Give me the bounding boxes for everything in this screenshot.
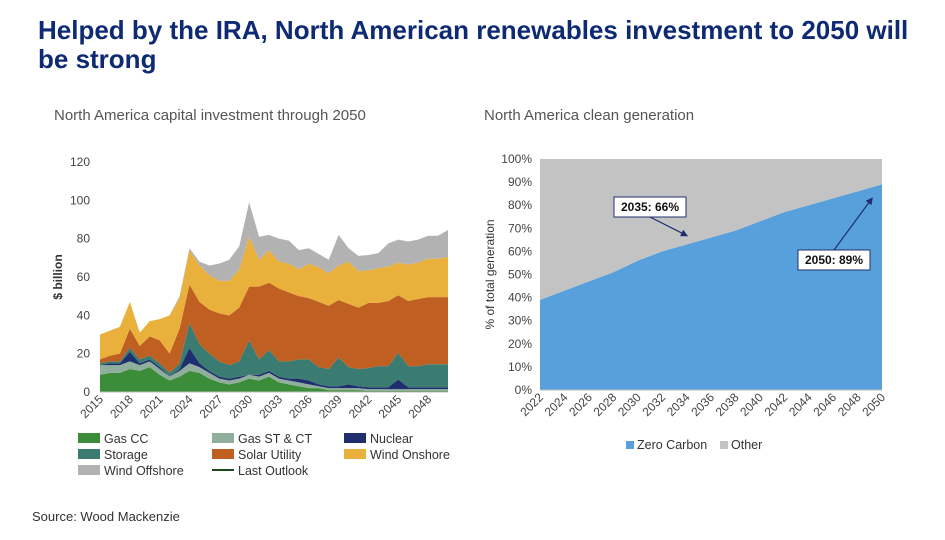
left-y-tick-label: 120: [70, 155, 90, 169]
left-y-tick-label: 80: [77, 232, 91, 246]
area-storage: [100, 323, 448, 388]
legend-label-gas-cc: Gas CC: [104, 432, 148, 446]
left-y-tick-label: 20: [77, 347, 91, 361]
legend-swatch-gas-cc: [78, 433, 100, 443]
area-gas-st-ct: [100, 361, 448, 392]
right-x-tick-label: 2036: [688, 390, 717, 419]
left-x-tick-label: 2039: [316, 392, 345, 421]
right-y-tick-label: 70%: [508, 221, 532, 235]
right-x-tick-label: 2030: [615, 390, 644, 419]
right-y-tick-label: 0%: [515, 383, 533, 397]
right-x-tick-label: 2046: [810, 390, 839, 419]
area-other: [540, 159, 882, 300]
left-x-tick-label: 2030: [226, 392, 255, 421]
right-x-tick-label: 2024: [542, 390, 571, 419]
right-x-tick-label: 2040: [737, 390, 766, 419]
right-y-tick-label: 50%: [508, 268, 532, 282]
right-x-tick-label: 2044: [786, 390, 815, 419]
area-gas-cc: [100, 367, 448, 392]
legend-swatch-wind-offshore: [78, 465, 100, 475]
right-y-tick-label: 20%: [508, 337, 532, 351]
callout-label-2050: 2050: 89%: [805, 253, 863, 267]
left-x-tick-label: 2045: [376, 392, 405, 421]
right-chart-title: North America clean generation: [484, 107, 695, 124]
right-x-tick-label: 2050: [859, 390, 888, 419]
callout-arrow-2050: [833, 197, 873, 251]
legend-label-wind-offshore: Wind Offshore: [104, 464, 184, 478]
legend-label-nuclear: Nuclear: [370, 432, 413, 446]
legend-label-storage: Storage: [104, 448, 148, 462]
left-y-axis-label: $ billion: [51, 254, 65, 299]
left-y-tick-label: 100: [70, 193, 90, 207]
legend-swatch-gas-st-ct: [212, 433, 234, 443]
right-x-tick-label: 2032: [639, 390, 668, 419]
legend-label-last-outlook: Last Outlook: [238, 464, 309, 478]
left-y-tick-label: 40: [77, 308, 91, 322]
legend-swatch-solar-utility: [212, 449, 234, 459]
legend-label-zero-carbon: Zero Carbon: [637, 438, 707, 452]
right-x-tick-label: 2026: [566, 390, 595, 419]
legend-swatch-zero-carbon: [626, 441, 634, 449]
left-x-tick-label: 2021: [137, 392, 166, 421]
left-x-tick-label: 2042: [346, 392, 375, 421]
area-solar-utility: [100, 282, 448, 373]
headline: Helped by the IRA, North American renewa…: [38, 15, 909, 74]
left-y-tick-label: 0: [83, 385, 90, 399]
legend-label-other: Other: [731, 438, 762, 452]
left-x-tick-label: 2015: [77, 392, 106, 421]
right-x-tick-label: 2028: [591, 390, 620, 419]
legend-label-gas-st-ct: Gas ST & CT: [238, 432, 312, 446]
callout-arrow-2035: [649, 216, 689, 237]
right-x-tick-label: 2048: [835, 390, 864, 419]
right-y-tick-label: 10%: [508, 360, 532, 374]
left-x-tick-label: 2018: [107, 392, 136, 421]
right-y-tick-label: 40%: [508, 291, 532, 305]
left-x-tick-label: 2048: [405, 392, 434, 421]
left-x-tick-label: 2033: [256, 392, 285, 421]
left-x-tick-label: 2036: [286, 392, 315, 421]
right-y-axis-label: % of total generation: [483, 219, 497, 329]
legend-swatch-storage: [78, 449, 100, 459]
left-x-tick-label: 2027: [197, 392, 226, 421]
right-x-tick-label: 2042: [762, 390, 791, 419]
right-y-tick-label: 80%: [508, 198, 532, 212]
right-x-tick-label: 2034: [664, 390, 693, 419]
area-wind-onshore: [100, 236, 448, 360]
right-y-tick-label: 90%: [508, 175, 532, 189]
legend-label-solar-utility: Solar Utility: [238, 448, 302, 462]
legend-swatch-other: [720, 441, 728, 449]
legend-swatch-wind-onshore: [344, 449, 366, 459]
legend-label-wind-onshore: Wind Onshore: [370, 448, 450, 462]
callout-label-2035: 2035: 66%: [621, 200, 679, 214]
source-note: Source: Wood Mackenzie: [32, 509, 180, 524]
left-x-tick-label: 2024: [167, 392, 196, 421]
area-nuclear: [100, 347, 448, 390]
right-y-tick-label: 60%: [508, 244, 532, 258]
area-zero-carbon: [540, 184, 882, 390]
area-wind-offshore: [100, 202, 448, 335]
right-y-tick-label: 30%: [508, 314, 532, 328]
right-y-tick-label: 100%: [501, 152, 532, 166]
left-chart-title: North America capital investment through…: [54, 107, 366, 124]
right-x-tick-label: 2038: [713, 390, 742, 419]
left-y-tick-label: 60: [77, 270, 91, 284]
legend-swatch-nuclear: [344, 433, 366, 443]
